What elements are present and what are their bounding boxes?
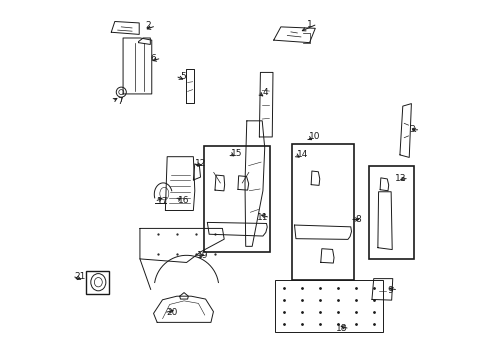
Bar xyxy=(292,144,354,280)
Text: 5: 5 xyxy=(180,72,186,81)
Text: 1: 1 xyxy=(307,19,313,28)
Text: 9: 9 xyxy=(388,285,393,294)
Bar xyxy=(86,271,109,294)
Text: 14: 14 xyxy=(296,150,308,159)
Bar xyxy=(204,146,270,252)
Text: 18: 18 xyxy=(336,324,347,333)
Text: 6: 6 xyxy=(151,54,156,63)
Text: 20: 20 xyxy=(166,308,177,317)
Text: 21: 21 xyxy=(74,271,86,280)
Text: 16: 16 xyxy=(178,196,190,205)
Text: 19: 19 xyxy=(197,251,208,260)
Text: 7: 7 xyxy=(117,96,123,105)
Bar xyxy=(368,166,414,259)
Text: 2: 2 xyxy=(146,21,151,30)
Text: 11: 11 xyxy=(256,213,268,222)
Text: 4: 4 xyxy=(263,87,269,96)
Bar xyxy=(275,280,383,332)
Text: 3: 3 xyxy=(410,125,416,134)
Text: 13: 13 xyxy=(395,174,407,183)
Text: 8: 8 xyxy=(355,215,361,224)
Text: 17: 17 xyxy=(157,197,168,206)
Text: 12: 12 xyxy=(195,159,207,168)
Text: 15: 15 xyxy=(231,149,243,158)
Text: 10: 10 xyxy=(309,132,320,141)
